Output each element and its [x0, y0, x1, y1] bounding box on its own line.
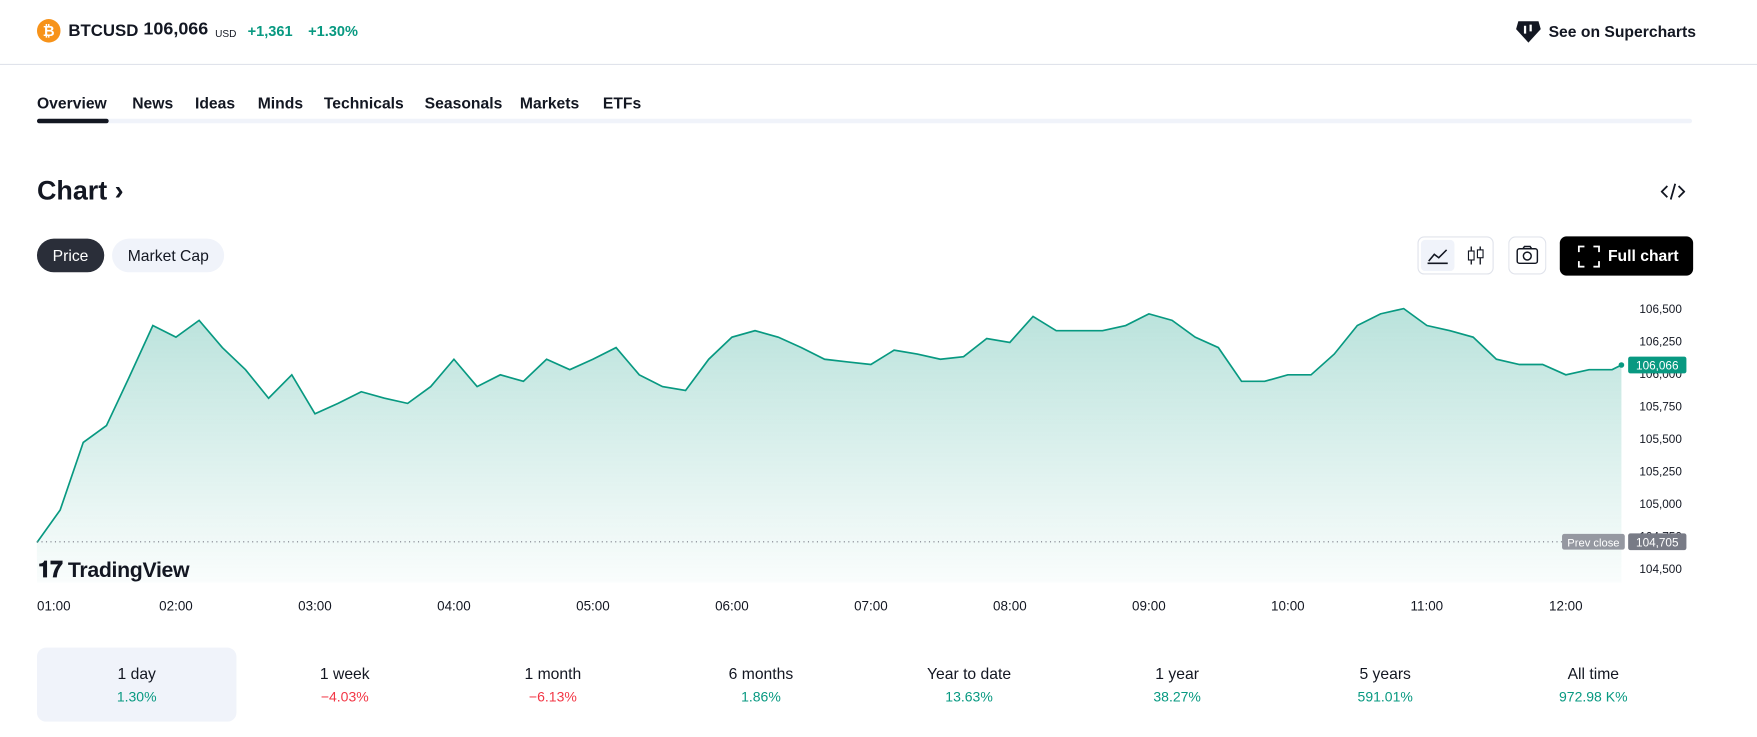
- period-change: −6.13%: [528, 689, 577, 705]
- period-change: 591.01%: [1357, 689, 1413, 705]
- period-button[interactable]: 6 months 1.86%: [661, 648, 860, 722]
- period-button[interactable]: 5 years 591.01%: [1285, 648, 1484, 722]
- tab[interactable]: Markets: [519, 94, 580, 113]
- period-label: Year to date: [927, 664, 1012, 683]
- price: 106,066: [143, 20, 209, 40]
- period-button[interactable]: 1 year 38.27%: [1077, 648, 1276, 722]
- tab-active-underline: [36, 118, 109, 124]
- price-toggle[interactable]: Price: [36, 238, 105, 273]
- period-change: 38.27%: [1153, 689, 1201, 705]
- tab-track: [36, 118, 1693, 124]
- period-button[interactable]: 1 week −4.03%: [245, 648, 444, 722]
- area-fill: [36, 308, 1622, 583]
- prev-close-badge: [1562, 533, 1625, 550]
- tab[interactable]: Technicals: [323, 94, 404, 113]
- header-divider: [0, 63, 1757, 65]
- full-chart-label: Full chart: [1607, 246, 1679, 265]
- section-title[interactable]: Chart ›: [36, 175, 124, 207]
- chart-type-group: [1417, 236, 1494, 275]
- supercharts-icon: [1516, 21, 1541, 43]
- tab[interactable]: Seasonals: [424, 94, 503, 113]
- x-tick-label: 09:00: [1132, 599, 1166, 614]
- watermark-text: TradingView: [67, 559, 190, 583]
- x-tick-label: 07:00: [854, 599, 888, 614]
- y-tick-label: 105,750: [1639, 401, 1682, 414]
- svg-text:₿: ₿: [43, 24, 55, 40]
- period-button[interactable]: 1 day 1.30%: [36, 647, 237, 722]
- fullscreen-icon: [1577, 245, 1600, 268]
- period-label: 1 year: [1155, 664, 1199, 683]
- period-label: 5 years: [1359, 664, 1411, 683]
- x-tick-label: 12:00: [1549, 599, 1583, 614]
- period-label: All time: [1567, 664, 1620, 683]
- period-label: 1 week: [319, 664, 370, 683]
- tab[interactable]: News: [132, 94, 174, 113]
- symbol: BTCUSD: [68, 21, 139, 41]
- last-value-badge: [1628, 356, 1687, 374]
- tab[interactable]: Overview: [36, 94, 107, 113]
- snapshot-button[interactable]: [1508, 236, 1547, 275]
- period-label: 6 months: [728, 664, 794, 683]
- change: +1,361: [247, 22, 293, 40]
- bitcoin-icon: ₿: [36, 19, 61, 43]
- tab[interactable]: ETFs: [602, 94, 642, 113]
- x-tick-label: 06:00: [715, 599, 749, 614]
- x-tick-label: 08:00: [993, 599, 1027, 614]
- embed-icon[interactable]: [1660, 182, 1686, 202]
- period-label: 1 day: [117, 664, 156, 683]
- period-label: 1 month: [524, 664, 582, 683]
- y-tick-label: 106,500: [1639, 303, 1682, 316]
- prev-close-value-badge: [1628, 533, 1687, 551]
- tab[interactable]: Ideas: [194, 94, 236, 113]
- section-title-text: Chart: [36, 175, 108, 207]
- supercharts-link[interactable]: See on Supercharts: [1548, 22, 1696, 41]
- last-point: [1618, 362, 1625, 368]
- prev-close-value: 104,705: [1636, 536, 1679, 549]
- x-tick-label: 10:00: [1271, 599, 1305, 614]
- price-line: [36, 307, 1622, 543]
- x-tick-label: 05:00: [576, 599, 610, 614]
- full-chart-button[interactable]: Full chart: [1559, 236, 1694, 276]
- market-cap-toggle[interactable]: Market Cap: [112, 238, 225, 273]
- y-tick-label: 105,250: [1639, 465, 1682, 478]
- period-button[interactable]: Year to date 13.63%: [869, 648, 1068, 722]
- x-tick-label: 03:00: [298, 599, 332, 614]
- period-change: 972.98 K%: [1559, 689, 1628, 705]
- currency: USD: [215, 28, 237, 40]
- y-tick-label: 104,500: [1639, 563, 1682, 576]
- watermark-logo: 𝟏𝟕: [38, 558, 63, 583]
- y-tick-label: 105,000: [1639, 498, 1682, 511]
- x-tick-label: 01:00: [37, 599, 71, 614]
- change-percent: +1.30%: [308, 22, 358, 40]
- period-change: 1.30%: [116, 689, 157, 705]
- x-tick-label: 11:00: [1411, 599, 1444, 614]
- period-change: 13.63%: [945, 689, 993, 705]
- y-tick-label: 105,500: [1639, 433, 1682, 446]
- x-tick-label: 04:00: [437, 599, 471, 614]
- prev-close-label: Prev close: [1567, 537, 1619, 549]
- period-change: 1.86%: [741, 689, 781, 705]
- y-tick-label: 106,250: [1639, 336, 1682, 349]
- chart-type-icons[interactable]: [1420, 239, 1490, 272]
- watermark: 𝟏𝟕 TradingView: [38, 558, 190, 584]
- period-button[interactable]: 1 month −6.13%: [453, 648, 652, 722]
- period-button[interactable]: All time 972.98 K%: [1494, 648, 1693, 722]
- tab[interactable]: Minds: [257, 94, 304, 113]
- period-change: −4.03%: [320, 689, 369, 705]
- x-tick-label: 02:00: [159, 599, 193, 614]
- last-value-label: 106,066: [1636, 359, 1679, 372]
